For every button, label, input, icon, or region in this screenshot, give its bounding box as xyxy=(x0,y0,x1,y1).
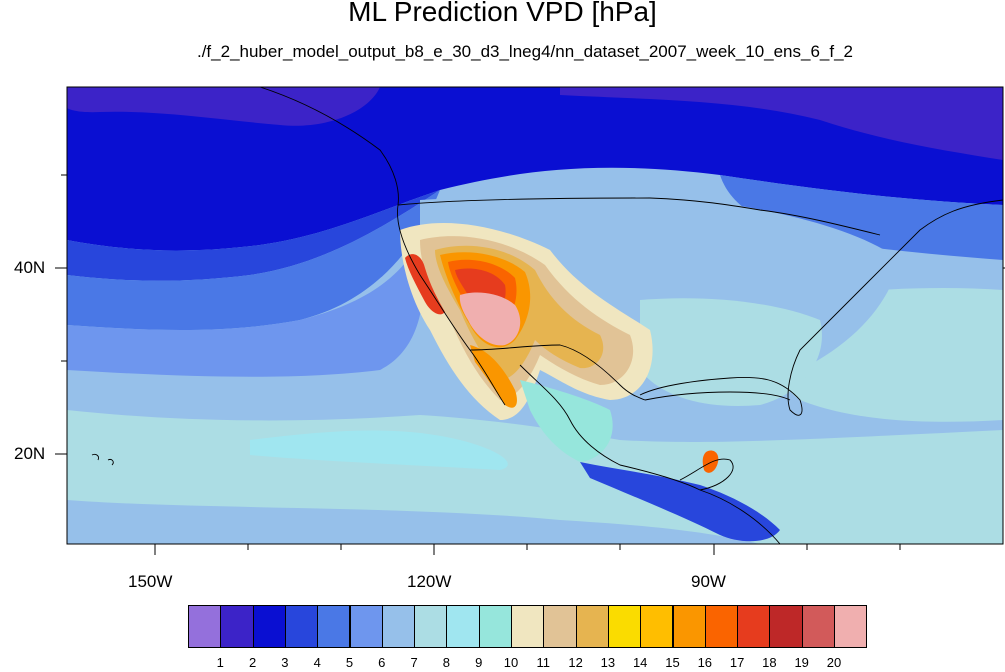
colorbar-label: 11 xyxy=(536,655,551,670)
colorbar-label: 17 xyxy=(729,655,745,670)
field-baja xyxy=(470,345,517,408)
map-subtitle: ./f_2_huber_model_output_b8_e_30_d3_lneg… xyxy=(196,42,854,61)
colorbar-label: 4 xyxy=(313,655,321,670)
colorbar-label: 13 xyxy=(600,655,616,670)
gulf-coast xyxy=(644,391,791,401)
us-mexico-border xyxy=(469,344,646,401)
colorbar-label: 10 xyxy=(503,655,519,670)
map-title: ML Prediction VPD [hPa] xyxy=(348,0,657,27)
colorbar-box xyxy=(737,605,771,648)
colorbar-box xyxy=(769,605,803,648)
lat-label-40n: 40N xyxy=(14,258,46,277)
colorbar-label: 7 xyxy=(410,655,418,670)
colorbar-label: 1 xyxy=(216,655,224,670)
field-sw-20 xyxy=(459,292,521,346)
colorbar-label: 5 xyxy=(345,655,354,670)
north-america-coastline xyxy=(259,87,1003,544)
field-mexico xyxy=(520,380,613,462)
field-band-6 xyxy=(67,240,424,377)
hawaii-islands xyxy=(91,453,114,466)
field-north-patch-2 xyxy=(560,87,1003,160)
field-band-5 xyxy=(67,190,440,330)
lon-label-90w: 90W xyxy=(691,572,726,591)
colorbar-label: 9 xyxy=(475,655,483,670)
colorbar-box xyxy=(381,605,416,648)
field-southeast xyxy=(640,298,822,406)
colorbar-box xyxy=(252,605,286,648)
colorbar-label: 8 xyxy=(442,655,450,670)
field-band-5-east xyxy=(720,175,1003,260)
field-central-america xyxy=(580,462,780,542)
yucatan-coast xyxy=(679,458,734,491)
colorbar-label: 6 xyxy=(378,655,386,670)
colorbar-box xyxy=(220,605,254,648)
lat-label-20n: 20N xyxy=(14,444,46,463)
colorbar-box xyxy=(543,605,577,648)
colorbar-box xyxy=(672,605,706,648)
us-canada-border xyxy=(397,197,881,236)
colorbar-box xyxy=(478,605,512,648)
colorbar-box xyxy=(834,605,868,648)
colorbar-label: 3 xyxy=(281,655,289,670)
colorbar-label: 14 xyxy=(632,655,648,670)
colorbar-label: 19 xyxy=(794,655,809,670)
colorbar-box xyxy=(640,605,674,648)
colorbar-label: 15 xyxy=(665,655,680,670)
field-yucatan xyxy=(702,450,719,473)
field-band-4 xyxy=(67,190,440,281)
colorbar-label: 12 xyxy=(568,655,583,670)
colorbar-box xyxy=(446,605,480,648)
colorbar-box xyxy=(704,605,739,648)
colorbar-label: 20 xyxy=(826,655,842,670)
colorbar-box xyxy=(607,605,642,648)
field-north-patch xyxy=(67,87,380,126)
colorbar-label: 16 xyxy=(697,655,713,670)
map-frame xyxy=(66,86,1004,545)
colorbar-box xyxy=(414,605,448,648)
field-north-band xyxy=(67,87,1003,251)
field-california xyxy=(405,254,445,315)
colorbar-box xyxy=(284,605,319,648)
colorbar-box xyxy=(575,605,609,648)
colorbar-box xyxy=(317,605,351,648)
colorbar-box xyxy=(801,605,835,648)
colorbar-label: 2 xyxy=(248,655,257,670)
lon-label-150w: 150W xyxy=(128,572,173,591)
field-south-band-7 xyxy=(67,500,760,544)
field-warm-tongue xyxy=(250,430,508,470)
colorbar-box xyxy=(511,605,545,648)
colorbar-label: 18 xyxy=(762,655,777,670)
colorbar-box xyxy=(188,605,222,648)
colorbar-box xyxy=(349,605,383,648)
lon-label-120w: 120W xyxy=(407,572,452,591)
